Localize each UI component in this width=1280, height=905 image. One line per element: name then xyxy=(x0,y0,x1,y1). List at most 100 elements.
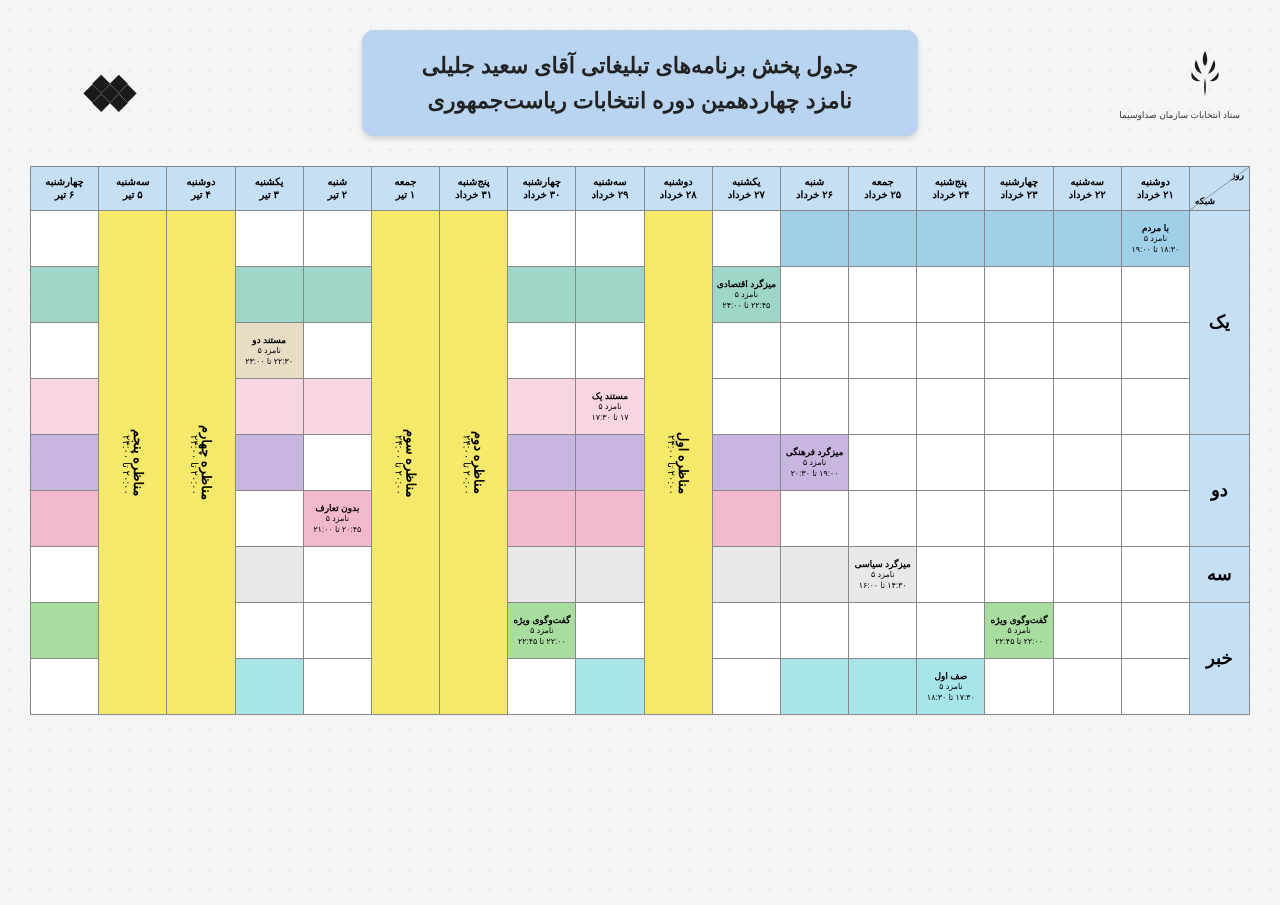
cell xyxy=(712,659,780,715)
cell xyxy=(985,211,1053,267)
cell xyxy=(31,435,99,491)
cell xyxy=(508,323,576,379)
cell xyxy=(780,603,848,659)
cell: با مردمنامزد ۵۱۸:۳۰ تا ۱۹:۰۰ xyxy=(1121,211,1189,267)
cell xyxy=(1053,435,1121,491)
cell xyxy=(31,659,99,715)
day-header: سه‌شنبه۲۹ خرداد xyxy=(576,167,644,211)
day-header: دوشنبه۲۱ خرداد xyxy=(1121,167,1189,211)
day-header: چهارشنبه۲۳ خرداد xyxy=(985,167,1053,211)
cell xyxy=(576,659,644,715)
debate-1: مناظره اول۲۰:۰۰ تا ۲۴:۰۰ xyxy=(644,211,712,715)
cell xyxy=(780,547,848,603)
cell xyxy=(712,211,780,267)
cell xyxy=(235,547,303,603)
cell xyxy=(1053,211,1121,267)
cell xyxy=(849,603,917,659)
day-header: شنبه۲۶ خرداد xyxy=(780,167,848,211)
cell: میزگرد سیاسینامزد ۵۱۴:۳۰ تا ۱۶:۰۰ xyxy=(849,547,917,603)
cell xyxy=(31,267,99,323)
program-ba-mardom: با مردمنامزد ۵۱۸:۳۰ تا ۱۹:۰۰ xyxy=(1124,220,1187,258)
title-line1: جدول پخش برنامه‌های تبلیغاتی آقای سعید ج… xyxy=(422,48,858,83)
cell xyxy=(917,603,985,659)
cell xyxy=(1121,323,1189,379)
cell xyxy=(849,323,917,379)
program-mizgerd-siasi: میزگرد سیاسینامزد ۵۱۴:۳۰ تا ۱۶:۰۰ xyxy=(851,556,914,594)
cell xyxy=(985,267,1053,323)
day-header: جمعه۱ تیر xyxy=(371,167,439,211)
program-mizgerd-farhangi: میزگرد فرهنگینامزد ۵۱۹:۰۰ تا ۲۰:۳۰ xyxy=(783,444,846,482)
cell xyxy=(780,659,848,715)
cell xyxy=(849,267,917,323)
cell xyxy=(780,379,848,435)
cell xyxy=(917,211,985,267)
schedule-table-wrap: روز شبکه دوشنبه۲۱ خرداد سه‌شنبه۲۲ خرداد … xyxy=(30,166,1250,715)
channel-1: یک xyxy=(1190,211,1250,435)
cell xyxy=(576,547,644,603)
cell xyxy=(849,379,917,435)
cell xyxy=(576,435,644,491)
cell xyxy=(1121,547,1189,603)
program-goftgoo-vizhe-1: گفت‌وگوی ویژهنامزد ۵۲۲:۰۰ تا ۲۲:۴۵ xyxy=(987,612,1050,650)
cell xyxy=(508,659,576,715)
cell xyxy=(917,491,985,547)
cell: میزگرد فرهنگینامزد ۵۱۹:۰۰ تا ۲۰:۳۰ xyxy=(780,435,848,491)
cell: مستند یکنامزد ۵۱۷ تا ۱۷:۳۰ xyxy=(576,379,644,435)
cell xyxy=(1053,547,1121,603)
day-header: دوشنبه۴ تیر xyxy=(167,167,235,211)
day-header: دوشنبه۲۸ خرداد xyxy=(644,167,712,211)
cell xyxy=(235,491,303,547)
cell xyxy=(1121,603,1189,659)
emblem-icon xyxy=(1170,40,1240,110)
cell xyxy=(917,379,985,435)
cell xyxy=(508,211,576,267)
cell xyxy=(917,435,985,491)
logo-left-icon xyxy=(70,70,150,120)
cell xyxy=(235,603,303,659)
cell xyxy=(31,603,99,659)
cell xyxy=(985,379,1053,435)
cell xyxy=(849,211,917,267)
header-row: روز شبکه دوشنبه۲۱ خرداد سه‌شنبه۲۲ خرداد … xyxy=(31,167,1250,211)
day-header: شنبه۲ تیر xyxy=(303,167,371,211)
program-bedoon-taarof: بدون تعارفنامزد ۵۲۰:۴۵ تا ۲۱:۰۰ xyxy=(306,500,369,538)
program-saf-aval: صف اولنامزد ۵۱۷:۳۰ تا ۱۸:۳۰ xyxy=(919,668,982,706)
cell: میزگرد اقتصادینامزد ۵۲۲:۴۵ تا ۲۴:۰۰ xyxy=(712,267,780,323)
cell xyxy=(1053,379,1121,435)
cell xyxy=(985,491,1053,547)
cell xyxy=(576,323,644,379)
cell xyxy=(780,267,848,323)
cell xyxy=(1121,659,1189,715)
day-header: سه‌شنبه۲۲ خرداد xyxy=(1053,167,1121,211)
debate-3: مناظره سوم۲۰:۰۰ تا ۲۴:۰۰ xyxy=(371,211,439,715)
cell xyxy=(31,547,99,603)
logo-right-caption: ستاد انتخابات سازمان صداوسیما xyxy=(1119,110,1240,121)
cell xyxy=(576,491,644,547)
cell xyxy=(1053,603,1121,659)
cell xyxy=(303,379,371,435)
cell: مستند دونامزد ۵۲۲:۳۰ تا ۲۳:۰۰ xyxy=(235,323,303,379)
corner-top: روز xyxy=(1231,170,1244,182)
cell xyxy=(917,547,985,603)
cell xyxy=(235,267,303,323)
cell xyxy=(1121,267,1189,323)
channel-4: خبر xyxy=(1190,603,1250,715)
cell xyxy=(508,491,576,547)
day-header: چهارشنبه۳۰ خرداد xyxy=(508,167,576,211)
cell xyxy=(576,603,644,659)
cell xyxy=(1053,659,1121,715)
cell xyxy=(31,211,99,267)
debate-4: مناظره چهارم۲۰:۰۰ تا ۲۴:۰۰ xyxy=(167,211,235,715)
cell xyxy=(849,659,917,715)
day-header: سه‌شنبه۵ تیر xyxy=(99,167,167,211)
cell xyxy=(31,323,99,379)
title-line2: نامزد چهاردهمین دوره انتخابات ریاست‌جمهو… xyxy=(422,83,858,118)
cell xyxy=(985,323,1053,379)
cell xyxy=(1053,267,1121,323)
corner-cell: روز شبکه xyxy=(1190,167,1250,211)
cell xyxy=(1053,491,1121,547)
channel-2: دو xyxy=(1190,435,1250,547)
cell xyxy=(303,547,371,603)
schedule-table: روز شبکه دوشنبه۲۱ خرداد سه‌شنبه۲۲ خرداد … xyxy=(30,166,1250,715)
cell xyxy=(31,491,99,547)
